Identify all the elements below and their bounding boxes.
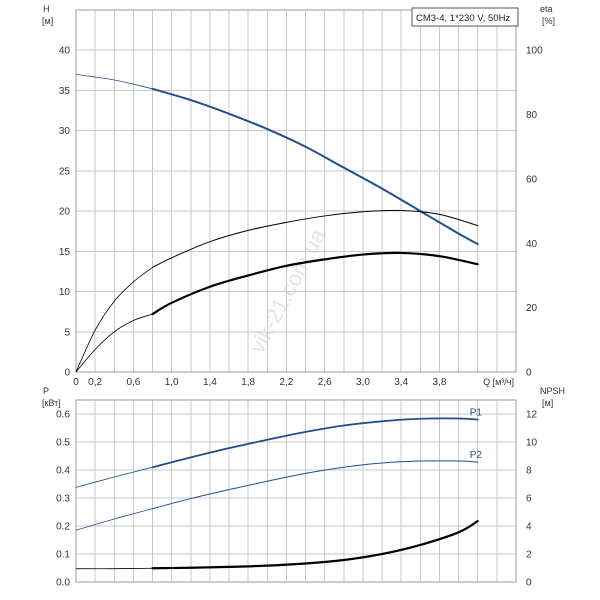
left-axis-unit: [кВт] — [42, 398, 61, 408]
left-axis-title: H — [43, 4, 50, 14]
left-tick-label: 20 — [59, 207, 71, 218]
top-curve-3-line — [151, 251, 479, 316]
right-tick-label: 100 — [526, 46, 543, 57]
left-tick-label: 35 — [59, 86, 71, 97]
left-tick-label: 5 — [64, 327, 70, 338]
watermark-text: vik-21.com.ua — [244, 224, 331, 357]
right-tick-label: 60 — [526, 174, 538, 185]
right-tick-label: 0 — [526, 368, 532, 379]
left-tick-label: 15 — [59, 247, 71, 258]
left-tick-label: 10 — [59, 287, 71, 298]
left-axis-unit: [м] — [42, 16, 53, 26]
x-tick-label: 3,8 — [433, 377, 447, 388]
top-panel-series — [75, 73, 479, 373]
x-axis-title: Q [м³/ч] — [483, 377, 514, 387]
top-curve-1-startup-line — [75, 73, 153, 90]
legend-box — [411, 7, 519, 27]
right-axis-unit: [м] — [542, 398, 553, 408]
right-tick-label: 0 — [526, 578, 532, 589]
right-tick-label: 20 — [526, 303, 538, 314]
x-tick-label: 1,0 — [165, 377, 179, 388]
x-tick-label: 1,8 — [241, 377, 255, 388]
x-tick-label: 1,4 — [203, 377, 217, 388]
right-axis-unit: [%] — [542, 16, 555, 26]
right-tick-label: 4 — [526, 522, 532, 533]
left-tick-label: 0.0 — [56, 578, 70, 589]
right-axis-title: NPSH — [540, 386, 565, 396]
top-curve-2-startup-line — [75, 267, 153, 373]
right-tick-label: 12 — [526, 410, 538, 421]
right-axis-title: eta — [540, 4, 553, 14]
p1-startup-line — [75, 466, 153, 488]
x-tick-label: 0 — [73, 377, 79, 388]
top-curve-3-startup-line — [75, 313, 153, 373]
left-tick-label: 0.4 — [56, 466, 70, 477]
x-tick-label: 2,6 — [318, 377, 332, 388]
right-tick-label: 8 — [526, 466, 532, 477]
left-axis-title: P — [43, 386, 49, 396]
x-tick-label: 3,4 — [394, 377, 408, 388]
left-tick-label: 30 — [59, 126, 71, 137]
p2-startup-line — [75, 508, 153, 531]
bottom-curve-3-line — [151, 520, 479, 570]
x-tick-label: 2,2 — [279, 377, 293, 388]
top-panel-grid — [75, 9, 517, 373]
bottom-panel-series: P1 P2 — [75, 408, 483, 570]
left-tick-label: 0.3 — [56, 494, 70, 505]
top-curve-2-line — [152, 209, 479, 268]
left-tick-label: 25 — [59, 166, 71, 177]
left-tick-label: 0 — [64, 368, 70, 379]
plot-frame — [75, 9, 517, 373]
p1-line — [151, 417, 479, 469]
bottom-panel-labels: 0.0 0.1 0.2 0.3 0.4 0.5 0.6 0 2 4 6 8 10 12 P [кВт] NPSH… — [42, 386, 565, 589]
x-tick-label: 3,0 — [356, 377, 370, 388]
plot-frame — [75, 399, 517, 583]
legend-text: CM3-4, 1*230 V, 50Hz — [416, 13, 510, 24]
left-tick-label: 0.5 — [56, 438, 70, 449]
top-curve-1-line — [151, 87, 479, 246]
right-tick-label: 80 — [526, 110, 538, 121]
x-tick-label: 0,2 — [88, 377, 102, 388]
series-label-p2: P2 — [470, 450, 483, 461]
series-label-p1: P1 — [470, 408, 483, 419]
bottom-panel-grid — [75, 399, 517, 583]
p2-line — [152, 460, 479, 510]
right-tick-label: 10 — [526, 438, 538, 449]
x-tick-label: 0,6 — [126, 377, 140, 388]
left-tick-label: 0.2 — [56, 522, 70, 533]
left-tick-label: 0.1 — [56, 550, 70, 561]
left-tick-label: 40 — [59, 46, 71, 57]
left-tick-label: 0.6 — [56, 410, 70, 421]
right-tick-label: 40 — [526, 239, 538, 250]
right-tick-label: 2 — [526, 550, 532, 561]
right-tick-label: 6 — [526, 494, 532, 505]
